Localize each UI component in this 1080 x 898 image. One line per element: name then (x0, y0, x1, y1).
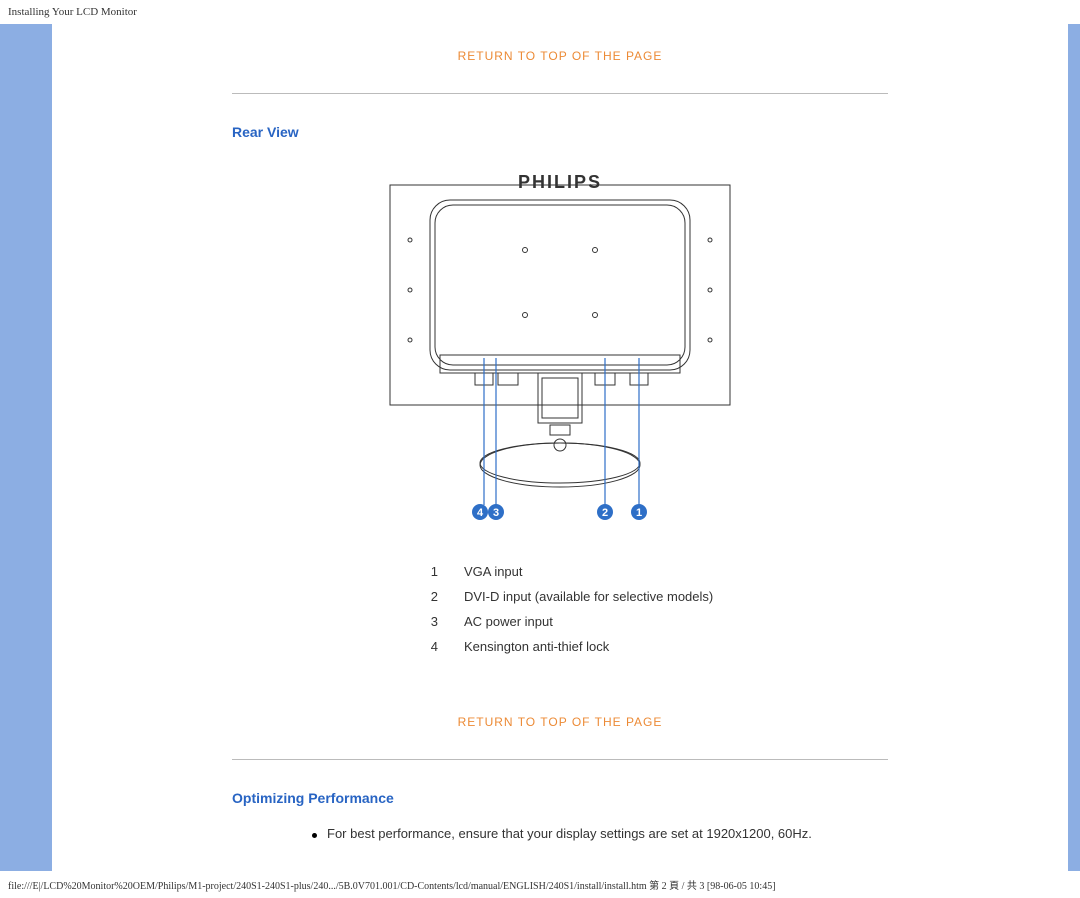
return-to-top-link-1[interactable]: RETURN TO TOP OF THE PAGE (458, 49, 663, 63)
svg-text:3: 3 (493, 507, 499, 519)
optimizing-heading: Optimizing Performance (232, 790, 888, 806)
brand-text: PHILIPS (518, 172, 602, 192)
table-row: 1VGA input (395, 560, 726, 583)
sidebar-left (0, 24, 52, 871)
port-table: 1VGA input 2DVI-D input (available for s… (393, 558, 728, 660)
page-layout: RETURN TO TOP OF THE PAGE Rear View PHIL… (0, 24, 1080, 871)
port-num: 3 (395, 610, 450, 633)
table-row: 4Kensington anti-thief lock (395, 635, 726, 658)
port-desc: AC power input (452, 610, 725, 633)
port-desc: Kensington anti-thief lock (452, 635, 725, 658)
port-num: 2 (395, 585, 450, 608)
page-footer: file:///E|/LCD%20Monitor%20OEM/Philips/M… (0, 871, 1080, 898)
port-desc: DVI-D input (available for selective mod… (452, 585, 725, 608)
port-desc: VGA input (452, 560, 725, 583)
svg-text:1: 1 (636, 507, 642, 519)
table-row: 3AC power input (395, 610, 726, 633)
port-num: 4 (395, 635, 450, 658)
table-row: 2DVI-D input (available for selective mo… (395, 585, 726, 608)
monitor-rear-diagram: PHILIPS (232, 160, 888, 533)
main-content: RETURN TO TOP OF THE PAGE Rear View PHIL… (52, 24, 1068, 871)
return-to-top-link-2[interactable]: RETURN TO TOP OF THE PAGE (458, 715, 663, 729)
page-header: Installing Your LCD Monitor (0, 0, 1080, 24)
divider-2 (232, 759, 888, 760)
sidebar-right (1068, 24, 1080, 871)
svg-text:4: 4 (477, 507, 484, 519)
rear-view-heading: Rear View (232, 124, 888, 140)
port-num: 1 (395, 560, 450, 583)
svg-text:2: 2 (602, 507, 608, 519)
divider-1 (232, 93, 888, 94)
